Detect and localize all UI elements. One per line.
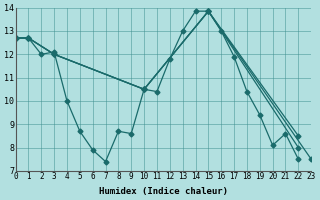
X-axis label: Humidex (Indice chaleur): Humidex (Indice chaleur)	[99, 187, 228, 196]
